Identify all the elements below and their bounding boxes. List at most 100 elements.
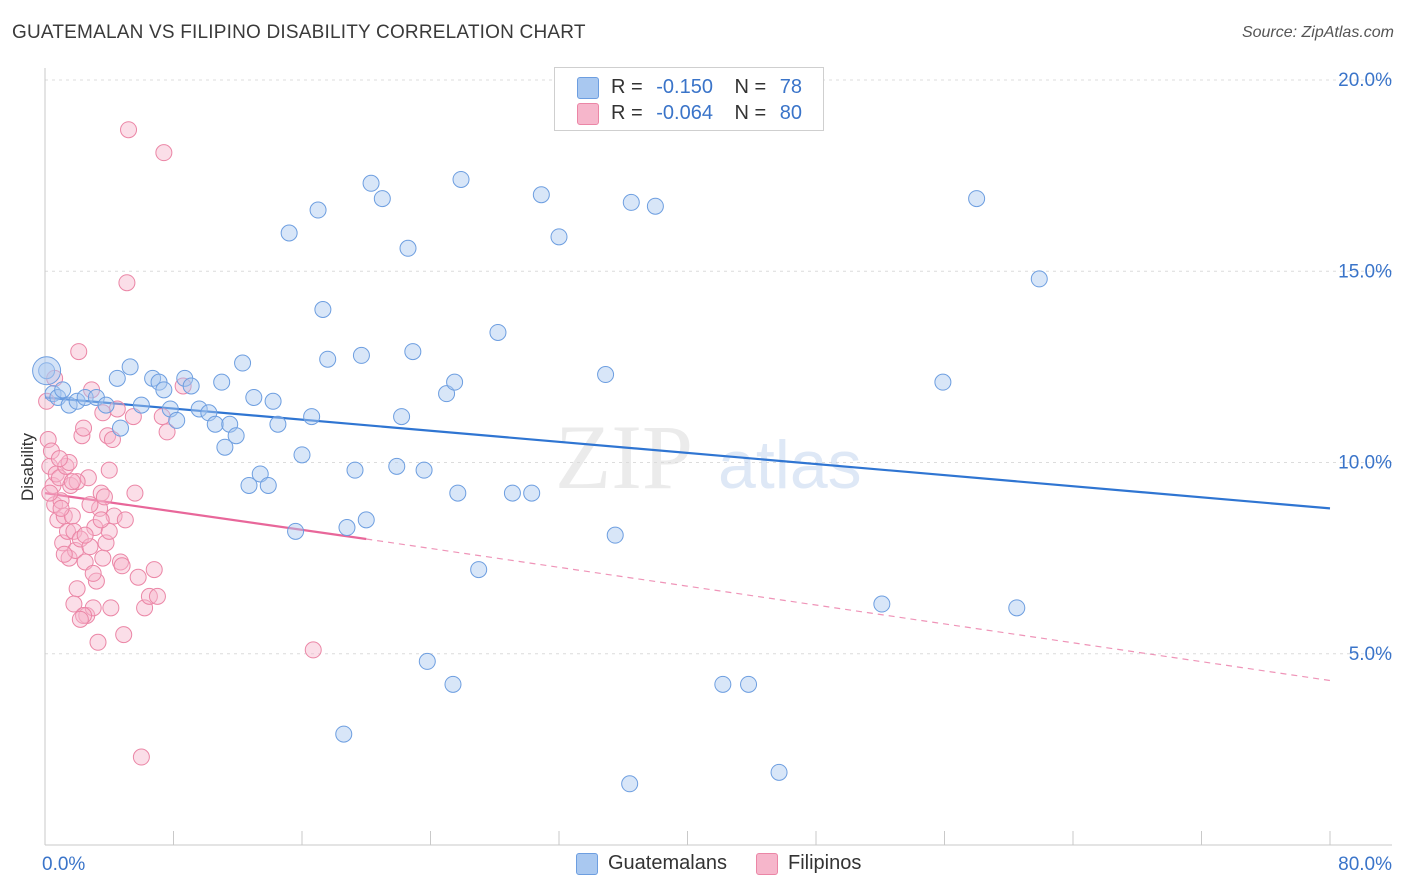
guatemalan-point: [287, 522, 305, 540]
filipino-point: [304, 641, 322, 659]
grid-layer: [45, 79, 1392, 655]
filipino-point: [71, 610, 89, 628]
filipino-point: [158, 423, 176, 441]
guatemalan-point: [68, 392, 86, 410]
y-tick-label: 20.0%: [1338, 70, 1392, 91]
guatemalan-point: [393, 408, 411, 426]
filipino-point: [145, 561, 163, 579]
watermark-atlas: atlas: [718, 427, 862, 503]
filipino-point: [52, 499, 70, 517]
guatemalan-point: [373, 190, 391, 208]
filipino-point: [76, 526, 94, 544]
guatemalan-point: [335, 725, 353, 743]
filipino-point: [113, 557, 131, 575]
bottom-legend-label-guatemalans: Guatemalans: [608, 852, 727, 874]
guatemalan-point: [264, 392, 282, 410]
guatemalan-point: [303, 408, 321, 426]
filipino-point: [60, 454, 78, 471]
guatemalan-point: [415, 461, 433, 479]
filipino-point: [70, 343, 88, 361]
filipino-point: [132, 748, 150, 766]
guatemalan-trend-line: [44, 396, 1331, 510]
legend-n-value: 78: [779, 76, 803, 98]
guatemalan-point: [606, 526, 624, 544]
guatemalan-point: [234, 354, 252, 372]
guatemalan-point: [503, 484, 521, 502]
guatemalan-point: [54, 381, 72, 399]
filipino-point: [95, 488, 113, 506]
y-tick-label: 15.0%: [1338, 261, 1392, 282]
guatemalan-point: [338, 519, 356, 537]
guatemalan-point: [523, 484, 541, 502]
filipino-point: [102, 599, 120, 617]
guatemalan-point: [213, 373, 231, 391]
guatemalan-point: [352, 346, 370, 364]
legend-r-label: R =: [611, 76, 643, 98]
filipino-point: [55, 545, 73, 563]
filipino-point: [79, 469, 97, 487]
guatemalan-point: [597, 366, 615, 384]
guatemalan-point: [388, 457, 406, 475]
guatemalan-point: [182, 377, 200, 395]
filipino-point: [108, 400, 126, 418]
legend-r-value: -0.064: [656, 102, 713, 124]
guatemalan-point: [873, 595, 891, 613]
guatemalan-point: [319, 350, 337, 368]
guatemalan-point: [968, 190, 986, 208]
filipino-point: [65, 595, 83, 613]
guatemalan-point: [240, 476, 258, 494]
filipino-point: [89, 633, 107, 651]
guatemalan-point: [293, 446, 311, 464]
guatemalan-point: [622, 193, 640, 211]
legend-swatch-guatemalans: [577, 77, 599, 99]
x-tick-label: 80.0%: [1338, 854, 1392, 875]
guatemalan-point: [1030, 270, 1048, 288]
filipino-point: [94, 549, 112, 567]
guatemalan-point: [111, 419, 129, 437]
bottom-legend-swatch-guatemalans: [576, 853, 598, 875]
y-tick-label: 10.0%: [1338, 453, 1392, 474]
guatemalan-point: [714, 675, 732, 693]
filipino-point: [126, 484, 144, 502]
guatemalan-point: [934, 373, 952, 391]
filipino-point: [118, 274, 136, 292]
guatemalan-point: [404, 343, 422, 361]
y-axis-label: Disability: [18, 432, 37, 501]
guatemalan-point: [550, 228, 568, 246]
filipino-point: [129, 568, 147, 586]
guatemalan-point: [489, 323, 507, 341]
filipino-point: [68, 473, 86, 491]
label-layer: 5.0% 10.0% 15.0% 20.0% 0.0% 80.0%: [42, 70, 1392, 875]
guatemalan-point: [532, 186, 550, 204]
guatemalan-point: [418, 652, 436, 670]
legend-swatch-filipinos: [577, 103, 599, 125]
watermark-zip: ZIP: [555, 406, 693, 508]
filipino-point: [116, 511, 134, 529]
filipino-point: [115, 626, 133, 644]
filipino-point: [68, 580, 86, 598]
guatemalan-point: [362, 174, 380, 192]
stats-legend: R = -0.150 N = 78 R = -0.064 N = 80: [554, 67, 824, 131]
legend-n-label: N =: [734, 76, 767, 98]
guatemalan-point: [32, 356, 62, 386]
filipino-point: [58, 522, 76, 540]
guatemalan-point: [280, 224, 298, 242]
guatemalan-point: [121, 358, 139, 376]
guatemalan-point: [245, 388, 263, 406]
guatemalan-point: [1008, 599, 1026, 617]
points-layer: [32, 121, 1048, 793]
legend-r-label: R =: [611, 102, 643, 124]
guatemalan-point: [740, 675, 758, 693]
filipino-point: [100, 461, 118, 479]
filipino-point: [92, 511, 110, 529]
guatemalan-point: [446, 373, 464, 391]
guatemalan-point: [470, 561, 488, 579]
chart-source: Source: ZipAtlas.com: [1241, 24, 1394, 41]
x-tick-label: 0.0%: [42, 854, 85, 875]
guatemalan-point: [168, 411, 186, 429]
guatemalan-point: [346, 461, 364, 479]
filipino-point: [120, 121, 138, 139]
legend-r-value: -0.150: [656, 76, 713, 98]
guatemalan-point: [259, 476, 277, 494]
